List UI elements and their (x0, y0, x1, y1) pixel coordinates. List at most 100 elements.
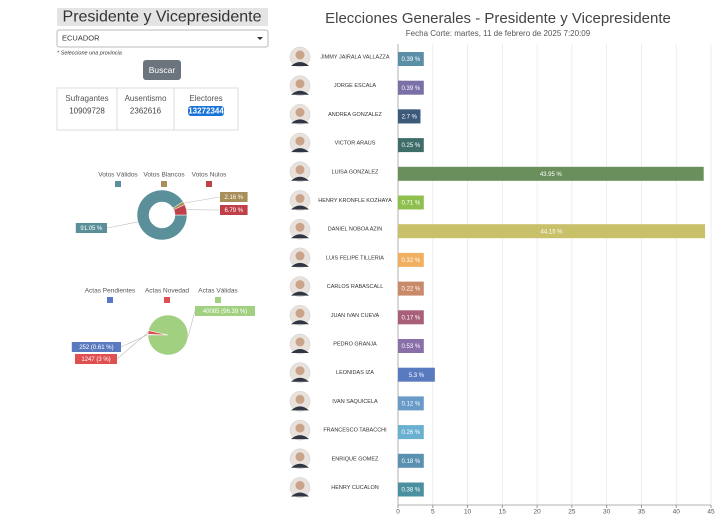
label-box (75, 354, 117, 364)
data-label: 0.25 % (402, 143, 421, 149)
stat-label: Sufragantes (65, 94, 108, 103)
stat-label: Electores (189, 94, 222, 103)
candidate-name: FRANCESCO TABACCHI (323, 428, 387, 434)
label-badge (398, 52, 424, 66)
legend-label: Actas Novedad (145, 288, 189, 295)
photo-face (295, 481, 305, 490)
label-badge (398, 109, 421, 124)
photo-face (295, 222, 305, 232)
bar (398, 367, 435, 382)
data-label: 0.12 % (402, 401, 421, 407)
photo-body (291, 205, 309, 210)
stat-value: 13272344 (188, 107, 224, 116)
candidate-name: JIMMY JAIRALA VALLAZZA (320, 54, 390, 60)
photo-face (295, 280, 305, 290)
x-tick-label: 15 (499, 509, 507, 516)
photo-face (295, 194, 305, 203)
legend-label: Votos Blancos (143, 172, 185, 179)
x-tick-label: 40 (673, 509, 681, 516)
data-label: 44.15 % (541, 229, 564, 235)
data-label: 0.53 % (402, 344, 421, 350)
data-label: 5.3 % (409, 373, 425, 379)
search-button[interactable] (143, 60, 181, 80)
x-tick-label: 30 (603, 509, 611, 516)
photo-body (291, 262, 309, 267)
legend-swatch (215, 297, 221, 303)
photo-face (295, 337, 305, 347)
photo-body (291, 62, 309, 66)
pie-slice (173, 204, 188, 216)
x-tick-label: 10 (464, 509, 472, 516)
candidate-name: JUAN IVAN CUEVA (331, 313, 380, 319)
data-label: 91.05 % (80, 226, 103, 232)
photo-body (291, 234, 309, 239)
candidate-name: DANIEL NOBOA AZIN (328, 227, 383, 233)
chart-title: Elecciones Generales - Presidente y Vice… (325, 10, 671, 27)
data-label: 0.26 % (402, 430, 421, 436)
photo-body (291, 90, 309, 95)
data-label: 0.32 % (402, 258, 421, 264)
photo-body (291, 406, 309, 411)
x-tick-label: 25 (568, 509, 576, 516)
x-tick-label: 35 (638, 509, 646, 516)
candidate-name: HENRY CUCALON (331, 485, 379, 491)
photo-body (291, 148, 309, 153)
photo-face (295, 251, 305, 261)
photo-face (295, 107, 305, 117)
data-label: 0.17 % (402, 315, 421, 321)
label-box (220, 205, 248, 215)
label-badge (398, 310, 424, 325)
photo-face (295, 366, 305, 376)
legend-swatch (107, 297, 113, 303)
photo-body (291, 463, 309, 468)
legend-label: Actas Pendientes (85, 288, 136, 295)
label-badge (398, 339, 424, 353)
x-tick-label: 20 (533, 509, 541, 516)
bar (398, 224, 706, 239)
leader-line (120, 334, 149, 348)
hint: * Seleccione una provincia (57, 50, 122, 56)
legend-swatch (115, 181, 121, 187)
x-tick-label: 0 (396, 509, 400, 516)
label-badge (398, 482, 424, 497)
data-label: 0.22 % (402, 287, 421, 293)
photo-body (291, 291, 309, 296)
label-badge (398, 195, 424, 210)
leader-line (106, 221, 139, 229)
candidate-name: VICTOR ARAUS (335, 141, 376, 147)
label-box (75, 223, 107, 233)
chart-subtitle: Fecha Corte: martes, 11 de febrero de 20… (406, 29, 591, 38)
stat-value: 2362616 (130, 107, 162, 116)
province-select[interactable] (56, 29, 269, 48)
x-tick-label: 5 (431, 509, 435, 516)
data-label: 1247 (3 %) (81, 357, 110, 363)
candidate-name: ANDREA GONZALEZ (328, 112, 382, 118)
candidate-name: ENRIQUE GOMEZ (332, 456, 379, 462)
data-label: 0.71 % (402, 201, 421, 207)
data-label: 43.95 % (540, 172, 563, 178)
bar (398, 166, 704, 181)
data-label: 0.39 % (402, 57, 421, 63)
legend-label: Actas Válidas (198, 288, 238, 295)
data-label: 0.38 % (402, 488, 421, 494)
photo-body (291, 119, 309, 124)
photo-face (295, 79, 305, 89)
label-badge (398, 453, 424, 468)
x-tick-label: 45 (707, 509, 715, 516)
pie-slice (147, 314, 189, 356)
legend-swatch (164, 297, 170, 303)
data-label: 0.18 % (402, 459, 421, 465)
page-title: Presidente y Vicepresidente (63, 9, 262, 26)
candidate-name: JORGE ESCALA (334, 83, 377, 89)
label-badge (398, 252, 424, 267)
legend-swatch (161, 181, 167, 187)
label-box (220, 192, 248, 202)
data-label: 252 (0.61 %) (79, 345, 113, 351)
stat-value: 10909728 (69, 107, 105, 116)
stat-label: Ausentismo (125, 94, 167, 103)
leader-line (183, 196, 221, 204)
label-box (195, 306, 255, 316)
legend-swatch (206, 181, 212, 187)
photo-face (295, 165, 305, 175)
